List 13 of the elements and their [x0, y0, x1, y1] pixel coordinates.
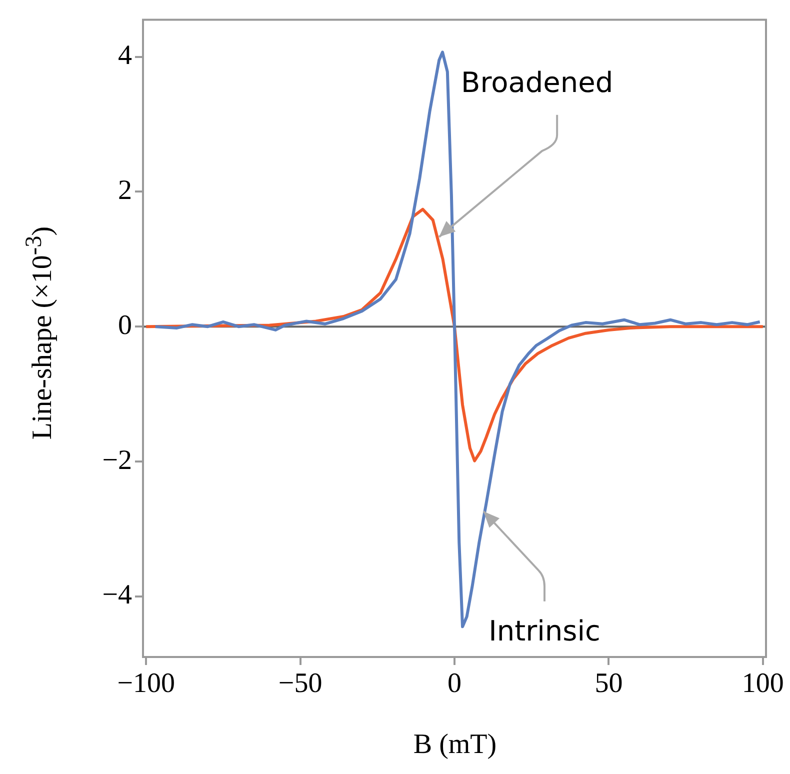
y-tick-label: 0 — [118, 310, 132, 341]
x-axis-title: B (mT) — [413, 729, 497, 761]
x-tick-label: 50 — [594, 668, 623, 700]
y-tick-label: 2 — [118, 175, 132, 206]
x-tick-label: 100 — [742, 668, 784, 700]
y-tick-label: 4 — [118, 40, 132, 72]
x-tick-label: −50 — [278, 668, 322, 700]
y-tick-label: −2 — [102, 444, 132, 476]
annotation: Intrinsic — [488, 614, 600, 648]
y-tick-label: −4 — [102, 580, 132, 611]
x-tick-label: −100 — [117, 668, 175, 700]
x-tick-label: 0 — [448, 668, 462, 700]
annotation: Broadened — [461, 66, 614, 100]
